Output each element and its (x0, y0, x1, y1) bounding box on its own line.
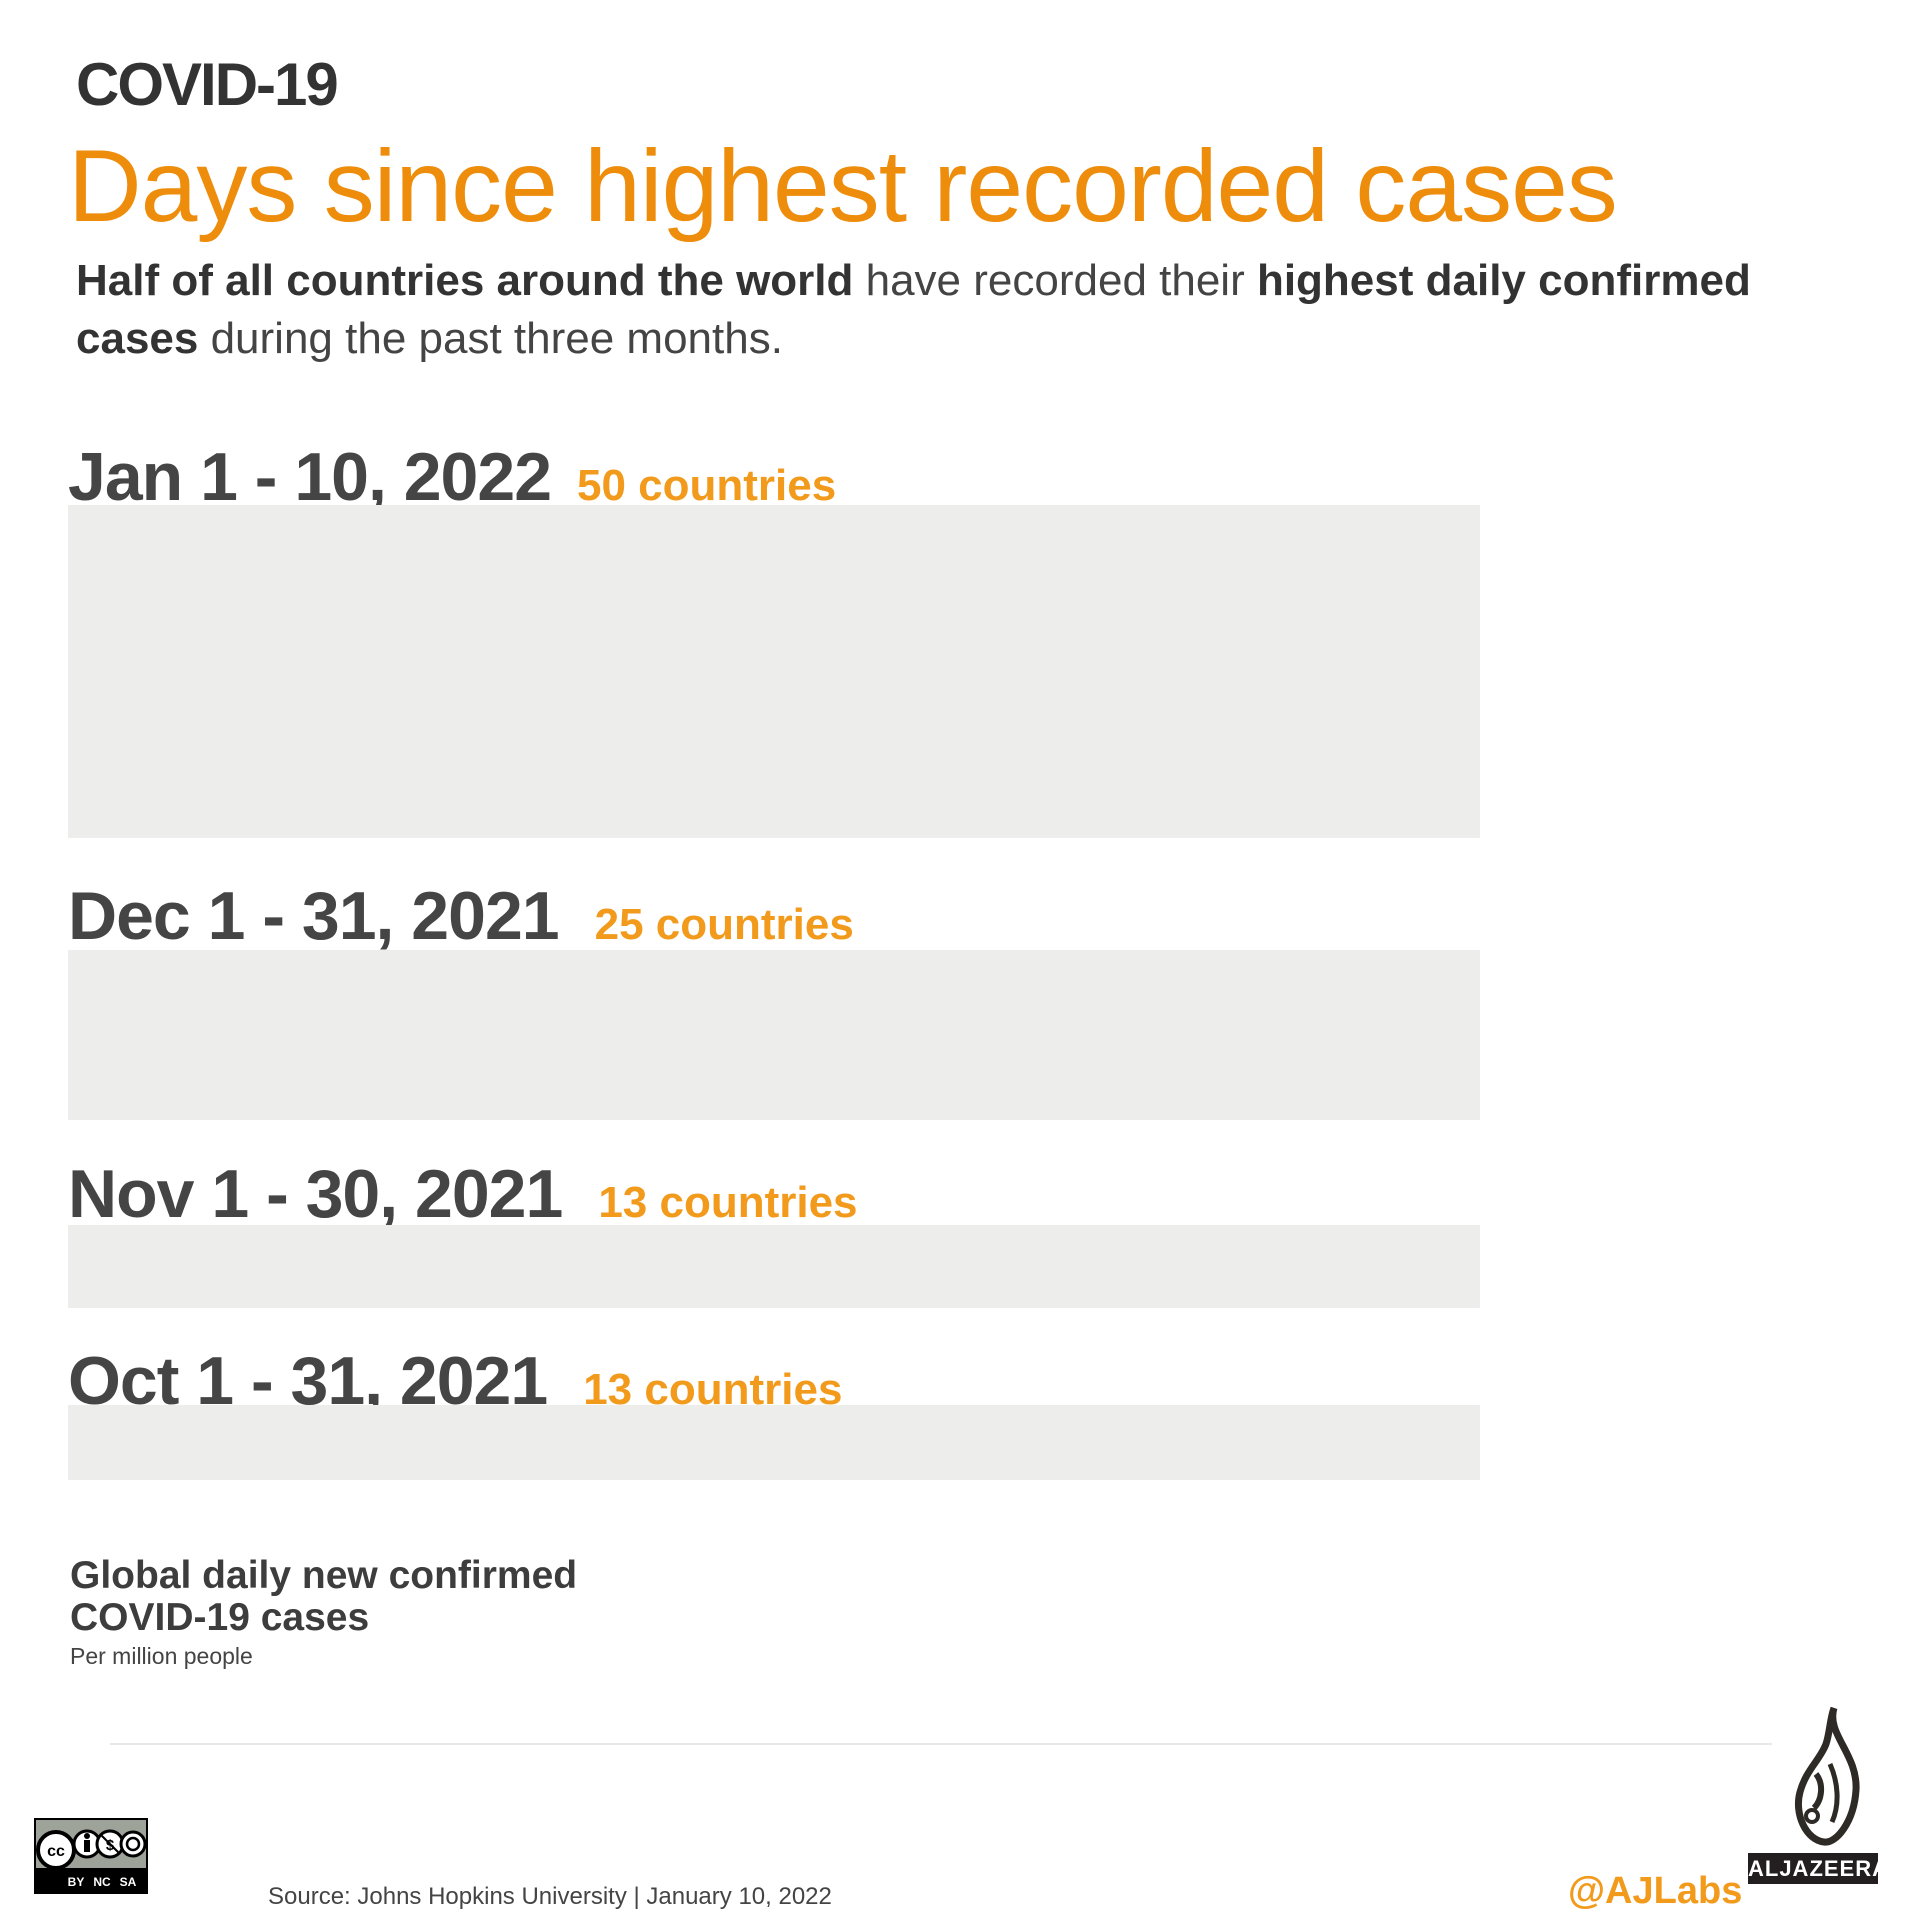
page-title: Days since highest recorded cases (68, 129, 1618, 243)
subtitle-bold-2: highest daily confirmed cases (76, 256, 1751, 363)
section-heading-dec-2021: Dec 1 - 31, 2021 25 countries (68, 877, 854, 955)
ajlabs-handle[interactable]: @AJLabs (1568, 1870, 1743, 1912)
section-date: Jan 1 - 10, 2022 (68, 439, 552, 515)
aljazeera-wordmark: ALJAZEERA (1748, 1853, 1888, 1884)
svg-text:BY: BY (68, 1875, 85, 1889)
cc-license-badge: cc $ BY NC SA (34, 1818, 148, 1894)
svg-text:cc: cc (47, 1843, 65, 1860)
section-heading-nov-2021: Nov 1 - 30, 2021 13 countries (68, 1155, 858, 1233)
subtitle-normal-2: during the past three months. (198, 314, 783, 363)
flag-panel-dec-2021 (68, 950, 1480, 1120)
section-count: 50 countries (577, 461, 837, 510)
svg-text:SA: SA (120, 1875, 137, 1889)
section-date: Dec 1 - 31, 2021 (68, 878, 560, 954)
chart-title-line-1: Global daily new confirmed (70, 1554, 578, 1597)
flag-panel-oct-2021 (68, 1405, 1480, 1480)
chart-subtitle: Per million people (70, 1643, 253, 1669)
chart-title: Global daily new confirmed COVID-19 case… (70, 1555, 577, 1639)
section-count: 25 countries (594, 900, 854, 949)
flag-panel-jan-2022 (68, 505, 1480, 838)
section-count: 13 countries (598, 1178, 858, 1227)
section-date: Nov 1 - 30, 2021 (68, 1156, 563, 1232)
section-heading-jan-2022: Jan 1 - 10, 2022 50 countries (68, 438, 836, 516)
svg-text:NC: NC (93, 1875, 111, 1889)
flag-panel-nov-2021 (68, 1225, 1480, 1308)
subtitle-normal-1: have recorded their (853, 256, 1257, 305)
source-note: Source: Johns Hopkins University | Janua… (268, 1883, 832, 1910)
kicker: COVID-19 (76, 51, 339, 118)
subtitle-bold-1: Half of all countries around the world (76, 256, 854, 305)
subtitle: Half of all countries around the world h… (76, 252, 1796, 368)
aljazeera-logo-icon (1795, 1706, 1860, 1846)
chart-title-line-2: COVID-19 cases (70, 1596, 370, 1639)
cc-icon: cc $ BY NC SA (36, 1829, 147, 1892)
